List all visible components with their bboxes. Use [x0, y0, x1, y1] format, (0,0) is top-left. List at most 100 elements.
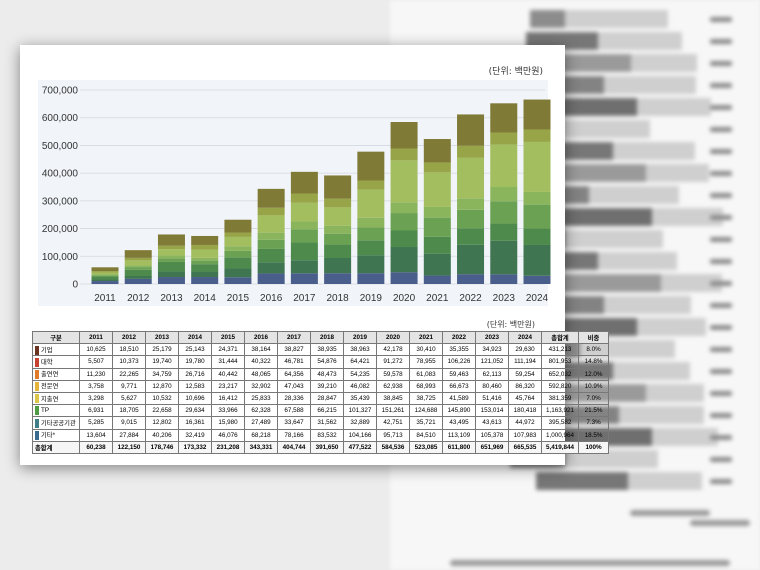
table-cell: 18,705 [112, 404, 146, 418]
table-cell: 18,510 [112, 343, 146, 357]
bar-segment [124, 257, 152, 261]
bar-segment [490, 223, 518, 241]
table-cell: 54,876 [310, 355, 344, 369]
table-cell: 33,647 [277, 416, 311, 430]
y-tick-label: 400,000 [42, 169, 79, 180]
bar-segment [191, 249, 219, 258]
table-cell: 40,442 [211, 367, 245, 381]
table-cell: 32,419 [178, 428, 212, 442]
bar-segment [390, 230, 418, 248]
bar-segment [124, 260, 152, 266]
background-bar [589, 186, 679, 204]
bar-segment [257, 207, 285, 216]
table-cell: 10,532 [145, 391, 179, 406]
bar-segment [257, 262, 285, 274]
table-cell: 91,272 [376, 355, 410, 369]
table-row-label: 총합계 [32, 440, 80, 454]
bar-segment [157, 249, 185, 256]
background-label [710, 479, 732, 484]
x-tick-label: 2015 [227, 293, 250, 304]
table-cell: 95,713 [376, 428, 410, 442]
table-cell: 38,963 [343, 343, 377, 357]
table-cell: 7.0% [578, 391, 609, 406]
bar-segment [290, 229, 318, 243]
background-bar [628, 472, 702, 490]
table-cell: 124,688 [409, 404, 443, 418]
x-tick-label: 2023 [493, 293, 516, 304]
y-tick-label: 500,000 [42, 141, 79, 152]
table-cell: 42,751 [376, 416, 410, 430]
bar-segment [224, 268, 252, 278]
table-cell: 231,208 [211, 440, 245, 454]
bar-segment [290, 171, 318, 194]
bar-segment [290, 202, 318, 222]
bar-segment [390, 122, 418, 149]
background-bar [661, 274, 722, 292]
y-tick-label: 700,000 [42, 86, 79, 97]
table-header-cell: 2024 [508, 330, 542, 345]
background-label [710, 171, 732, 176]
background-bar [604, 76, 696, 94]
background-label [710, 149, 732, 154]
table-cell: 66,673 [442, 379, 476, 393]
table-cell: 46,076 [211, 428, 245, 442]
table-row-label: 기업 [32, 343, 80, 357]
table-cell: 12,583 [178, 379, 212, 393]
table-cell: 59,254 [508, 367, 542, 381]
bar-segment [357, 255, 385, 274]
bar-segment [423, 253, 451, 276]
bar-segment [523, 244, 551, 276]
row-color-swatch [35, 357, 39, 367]
bar-segment [124, 250, 152, 258]
row-label-text: 전문연 [41, 383, 59, 391]
background-bar [637, 318, 706, 336]
x-tick-label: 2020 [393, 293, 416, 304]
background-label [710, 193, 732, 198]
table-cell: 19,780 [178, 355, 212, 369]
row-color-swatch [35, 406, 39, 416]
bar-segment [490, 201, 518, 224]
bar-segment [91, 271, 119, 273]
bar-segment [390, 272, 418, 284]
table-cell: 153,014 [475, 404, 509, 418]
table-cell: 35,355 [442, 343, 476, 357]
bar-segment [124, 269, 152, 276]
table-cell: 523,085 [409, 440, 443, 454]
table-cell: 651,969 [475, 440, 509, 454]
table-cell: 14.8% [578, 355, 609, 369]
background-label [710, 281, 732, 286]
table-cell: 59,578 [376, 367, 410, 381]
bar-segment [157, 271, 185, 278]
bar-segment [224, 257, 252, 269]
table-header-cell: 비중 [578, 330, 609, 345]
table-cell: 84,510 [409, 428, 443, 442]
table-cell: 5,419,844 [541, 440, 579, 454]
table-cell: 13,604 [79, 428, 113, 442]
row-color-swatch [35, 418, 39, 428]
bar-segment [290, 260, 318, 274]
bar-segment [324, 233, 352, 245]
table-cell: 78,955 [409, 355, 443, 369]
bar-segment [224, 277, 252, 284]
table-cell: 38,725 [409, 391, 443, 406]
table-cell: 27,489 [244, 416, 278, 430]
table-cell: 10,696 [178, 391, 212, 406]
table-cell: 51,416 [475, 391, 509, 406]
table-header-cell: 2023 [475, 330, 509, 345]
table-cell: 178,746 [145, 440, 179, 454]
table-cell: 111,194 [508, 355, 542, 369]
table-cell: 106,226 [442, 355, 476, 369]
bar-segment [324, 273, 352, 284]
table-cell: 343,331 [244, 440, 278, 454]
y-tick-label: 0 [72, 280, 78, 291]
table-row-label: 전문연 [32, 379, 80, 393]
bar-segment [490, 240, 518, 275]
row-label-text: 기업 [41, 346, 53, 354]
bar-segment [457, 228, 485, 245]
table-cell: 38,935 [310, 343, 344, 357]
background-footnote [630, 510, 710, 516]
background-bar [565, 10, 668, 28]
bar-segment [523, 275, 551, 284]
table-cell: 34,923 [475, 343, 509, 357]
table-cell: 80,460 [475, 379, 509, 393]
